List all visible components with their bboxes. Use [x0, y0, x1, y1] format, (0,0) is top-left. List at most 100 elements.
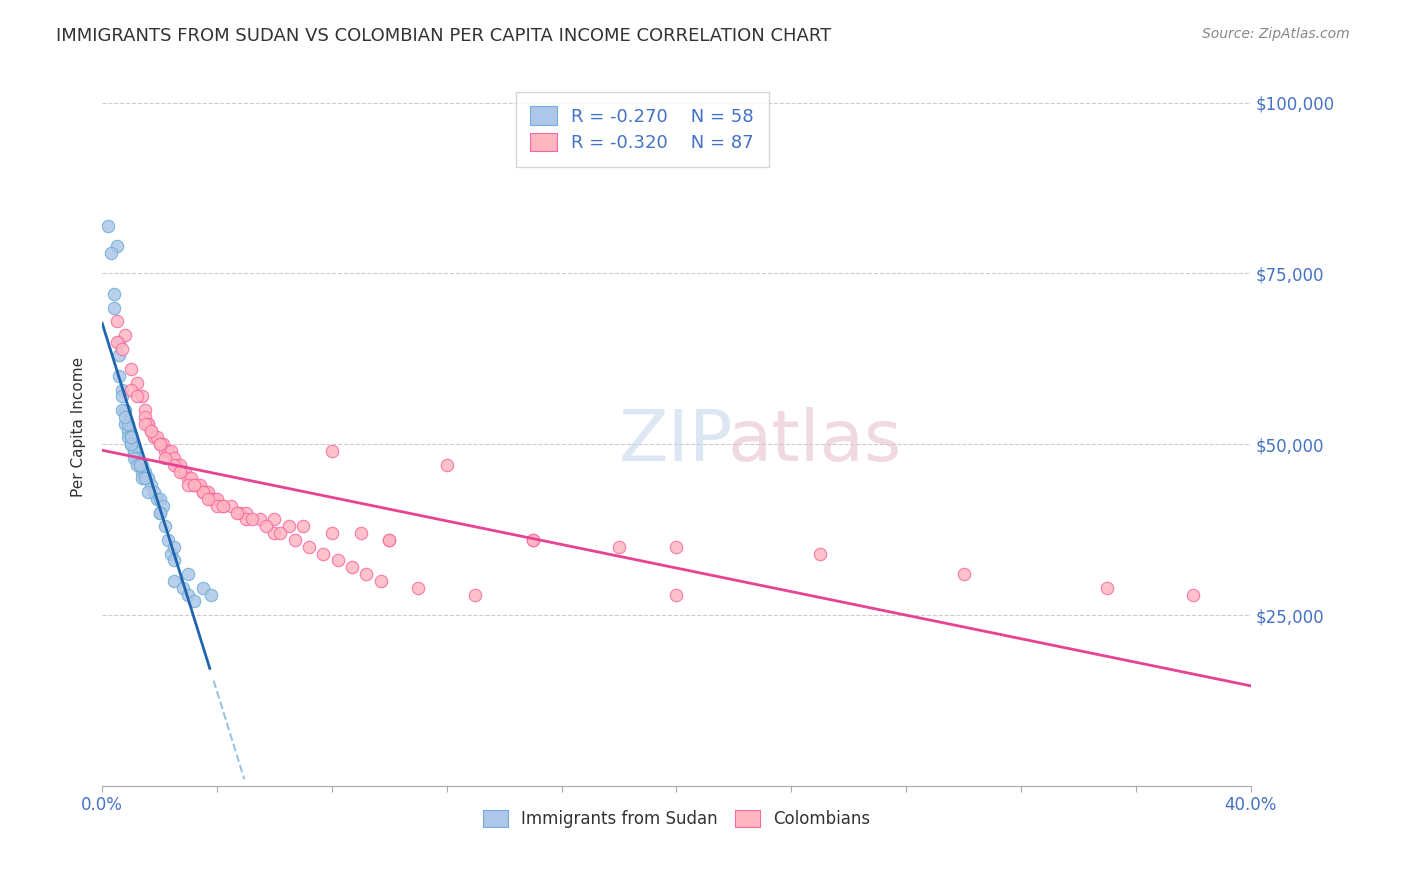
Point: [114, 403, 136, 417]
Point: [125, 376, 148, 390]
Point: [142, 430, 165, 444]
Point: [134, 403, 156, 417]
Point: [269, 526, 291, 541]
Point: [221, 499, 243, 513]
Point: [111, 342, 134, 356]
Point: [177, 567, 200, 582]
Point: [169, 465, 191, 479]
Point: [125, 450, 148, 465]
Point: [131, 465, 153, 479]
Point: [139, 424, 162, 438]
Point: [177, 478, 200, 492]
Point: [117, 424, 139, 438]
Point: [152, 437, 174, 451]
Point: [108, 368, 131, 383]
Point: [105, 239, 128, 253]
Point: [197, 485, 219, 500]
Point: [263, 512, 285, 526]
Point: [321, 526, 343, 541]
Point: [134, 409, 156, 424]
Point: [665, 540, 688, 554]
Point: [139, 424, 162, 438]
Point: [665, 587, 688, 601]
Point: [522, 533, 544, 547]
Point: [149, 506, 172, 520]
Point: [117, 430, 139, 444]
Point: [134, 471, 156, 485]
Point: [200, 491, 222, 506]
Point: [292, 519, 315, 533]
Point: [134, 471, 156, 485]
Point: [326, 553, 349, 567]
Point: [163, 458, 186, 472]
Point: [131, 471, 153, 485]
Point: [145, 430, 167, 444]
Point: [177, 587, 200, 601]
Point: [205, 491, 228, 506]
Point: [136, 417, 159, 431]
Point: [205, 499, 228, 513]
Point: [263, 526, 285, 541]
Point: [125, 458, 148, 472]
Point: [370, 574, 392, 588]
Point: [155, 444, 177, 458]
Point: [134, 417, 156, 431]
Point: [169, 458, 191, 472]
Point: [149, 437, 172, 451]
Point: [145, 491, 167, 506]
Point: [128, 458, 150, 472]
Point: [277, 519, 299, 533]
Point: [103, 287, 125, 301]
Point: [97, 219, 120, 233]
Point: [111, 389, 134, 403]
Point: [356, 567, 378, 582]
Point: [607, 540, 630, 554]
Point: [155, 450, 177, 465]
Point: [105, 334, 128, 349]
Point: [952, 567, 974, 582]
Point: [177, 471, 200, 485]
Point: [122, 444, 145, 458]
Point: [120, 437, 142, 451]
Point: [235, 506, 257, 520]
Point: [136, 471, 159, 485]
Point: [194, 485, 217, 500]
Point: [120, 437, 142, 451]
Point: [149, 506, 172, 520]
Point: [163, 450, 186, 465]
Point: [249, 512, 271, 526]
Point: [197, 491, 219, 506]
Point: [114, 417, 136, 431]
Point: [108, 348, 131, 362]
Point: [522, 533, 544, 547]
Point: [117, 417, 139, 431]
Point: [152, 499, 174, 513]
Point: [105, 314, 128, 328]
Point: [139, 478, 162, 492]
Point: [155, 519, 177, 533]
Point: [120, 362, 142, 376]
Point: [114, 327, 136, 342]
Point: [128, 458, 150, 472]
Point: [120, 430, 142, 444]
Point: [312, 547, 335, 561]
Point: [125, 450, 148, 465]
Point: [136, 485, 159, 500]
Point: [142, 485, 165, 500]
Point: [108, 334, 131, 349]
Point: [172, 465, 194, 479]
Point: [160, 444, 183, 458]
Point: [122, 450, 145, 465]
Point: [200, 587, 222, 601]
Point: [149, 437, 172, 451]
Point: [131, 389, 153, 403]
Point: [229, 506, 252, 520]
Point: [436, 458, 458, 472]
Point: [166, 458, 188, 472]
Point: [114, 409, 136, 424]
Point: [163, 553, 186, 567]
Point: [211, 499, 233, 513]
Point: [183, 594, 205, 608]
Point: [349, 526, 371, 541]
Point: [183, 478, 205, 492]
